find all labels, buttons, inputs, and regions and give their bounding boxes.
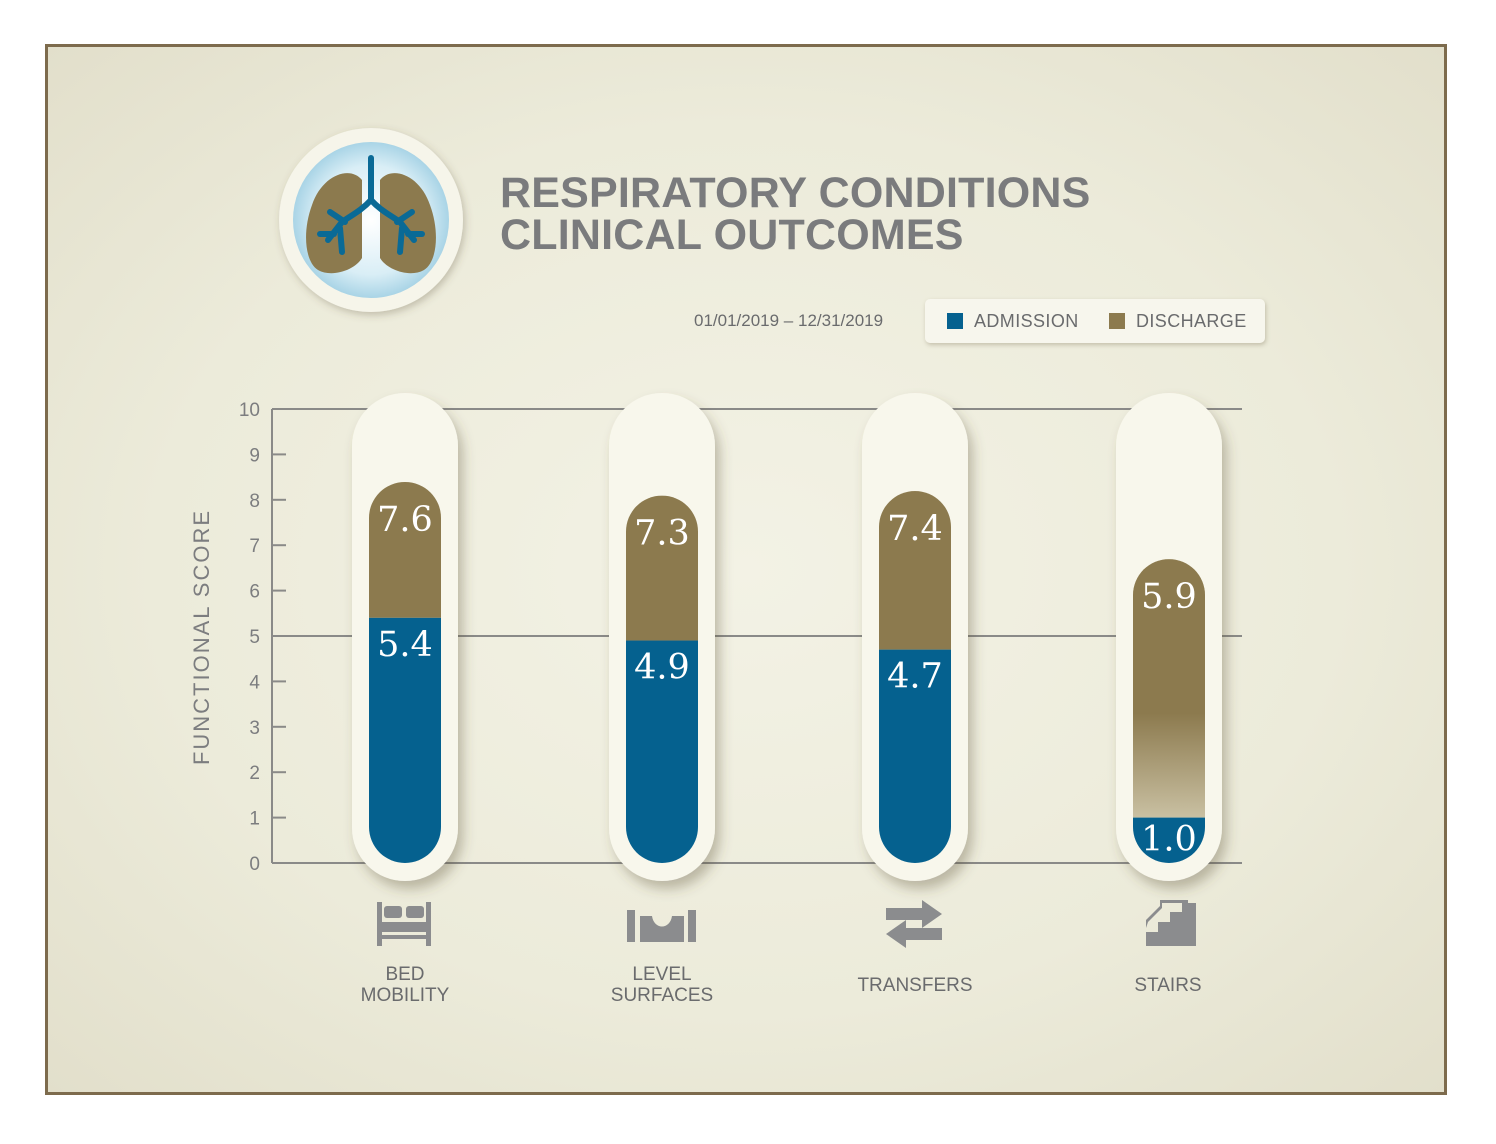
bar-fill xyxy=(626,495,698,863)
stairs-icon xyxy=(1146,900,1196,946)
transfer-arrows-icon xyxy=(886,900,942,948)
bar-fill xyxy=(369,481,441,863)
bar-value-label-admission: 5.4 xyxy=(377,625,433,665)
bar-admission xyxy=(369,617,441,863)
category-label-line: STAIRS xyxy=(1134,975,1202,996)
lungs-icon xyxy=(306,155,436,274)
category-label-line: MOBILITY xyxy=(360,985,450,1006)
y-axis-title: FUNCTIONAL SCORE xyxy=(189,508,214,766)
bar-value-label-admission: 1.0 xyxy=(1141,820,1197,860)
bars: 7.6 5.4 7.3 4.9 7.4 4.7 5.9 1.0 xyxy=(352,393,1222,881)
bar-discharge xyxy=(626,495,698,641)
bar-value-label-discharge: 7.6 xyxy=(377,500,433,540)
bar-discharge-fade xyxy=(1133,713,1205,818)
category-label-level-surfaces: LEVEL SURFACES xyxy=(562,964,762,1006)
bar-discharge xyxy=(1133,559,1205,715)
bar-discharge xyxy=(369,481,441,618)
bar-value-label-discharge: 7.3 xyxy=(634,514,690,554)
y-tick-label: 9 xyxy=(249,445,260,466)
category-label-line: SURFACES xyxy=(610,985,714,1006)
category-label-transfers: TRANSFERS xyxy=(815,975,1015,996)
bar-value-label-discharge: 5.9 xyxy=(1141,577,1197,617)
y-tick-label: 7 xyxy=(249,536,260,557)
y-tick-label: 8 xyxy=(249,491,260,512)
y-tick-label: 1 xyxy=(249,809,260,830)
legend-item-discharge: DISCHARGE xyxy=(1109,299,1247,343)
y-tick-label: 3 xyxy=(249,718,260,739)
bar-value-label-admission: 4.9 xyxy=(634,648,690,688)
y-tick-label: 6 xyxy=(249,582,260,603)
title-line-1: RESPIRATORY CONDITIONS xyxy=(500,169,1091,217)
chart-title: RESPIRATORY CONDITIONS CLINICAL OUTCOMES xyxy=(500,169,1091,259)
bar-value-label-discharge: 7.4 xyxy=(887,509,943,549)
legend-item-admission: ADMISSION xyxy=(947,299,1079,343)
legend-label-discharge: DISCHARGE xyxy=(1136,310,1247,331)
y-tick-label: 4 xyxy=(249,672,260,693)
bar-group: 7.6 5.4 xyxy=(352,393,458,881)
legend-swatch-admission xyxy=(947,313,963,329)
y-tick-label: 2 xyxy=(249,763,260,784)
category-label-stairs: STAIRS xyxy=(1068,975,1268,996)
bar-value-label-admission: 4.7 xyxy=(887,657,943,697)
category-icons xyxy=(377,900,1196,948)
category-label-line: BED xyxy=(385,964,425,985)
y-tick-label: 0 xyxy=(249,854,260,875)
bar-admission xyxy=(879,649,951,863)
legend: ADMISSION DISCHARGE xyxy=(925,299,1265,343)
y-tick-label: 10 xyxy=(239,400,260,421)
date-range: 01/01/2019 – 12/31/2019 xyxy=(694,311,884,330)
bar-fill xyxy=(879,491,951,863)
y-tick-label: 5 xyxy=(249,627,260,648)
category-label-line: TRANSFERS xyxy=(857,975,973,996)
legend-label-admission: ADMISSION xyxy=(974,310,1079,331)
bar-discharge xyxy=(879,491,951,650)
bar-admission xyxy=(626,640,698,863)
category-label-line: LEVEL xyxy=(632,964,692,985)
legend-swatch-discharge xyxy=(1109,313,1125,329)
level-surface-icon xyxy=(627,910,696,942)
bed-icon xyxy=(377,902,431,946)
category-label-bed-mobility: BED MOBILITY xyxy=(305,964,505,1006)
bar-fill xyxy=(1133,559,1205,863)
bar-group: 7.4 4.7 xyxy=(862,393,968,881)
title-line-2: CLINICAL OUTCOMES xyxy=(500,211,964,259)
bar-group: 5.9 1.0 xyxy=(1116,393,1222,881)
lungs-logo xyxy=(279,128,463,312)
bar-group: 7.3 4.9 xyxy=(609,393,715,881)
